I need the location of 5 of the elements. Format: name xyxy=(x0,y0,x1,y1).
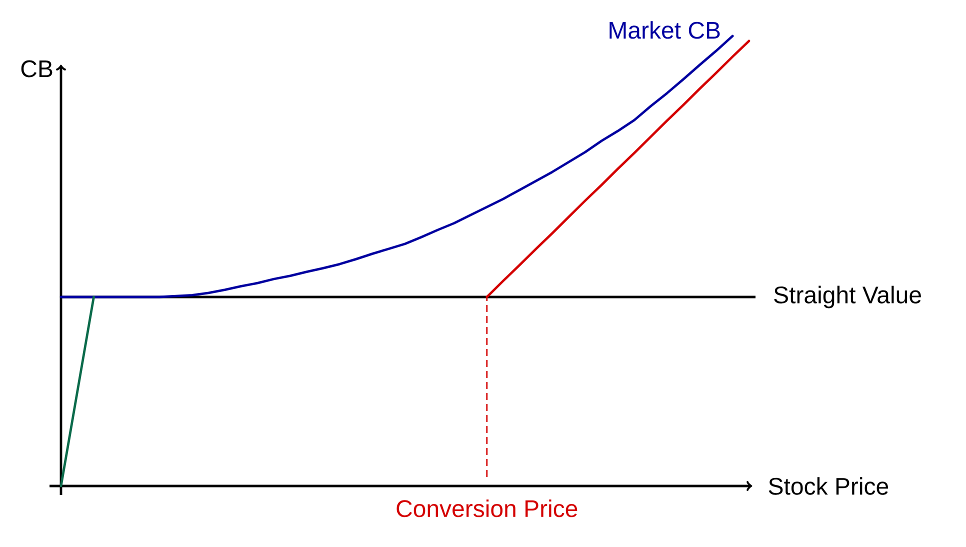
text: Conversion Price xyxy=(396,500,578,518)
ref-line-label: Straight Value xyxy=(774,286,921,308)
y-axis-title: CB xyxy=(21,60,52,78)
series-label: Market CB xyxy=(610,21,720,39)
x-axis-title: Stock Price xyxy=(768,477,888,495)
